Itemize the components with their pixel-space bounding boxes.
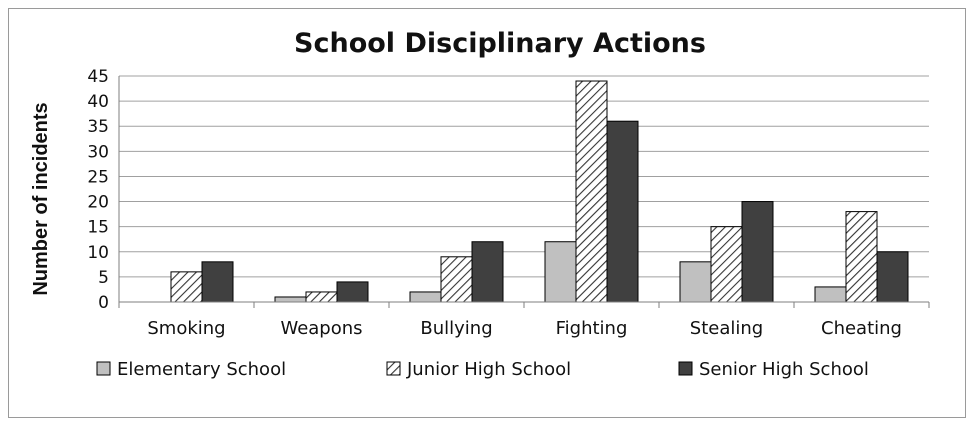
y-tick-label: 20 [87,193,109,213]
y-tick-label: 45 [87,67,109,87]
bar-weapons-elementary-school [274,296,307,303]
bar-fighting-senior-high-school [606,120,639,303]
gridlines [119,75,929,303]
category-label: Bullying [420,318,492,339]
bar-stealing-junior-high-school [710,226,743,303]
bar-cheating-elementary-school [814,286,847,303]
category-label: Fighting [556,318,628,339]
y-tick-label: 10 [87,243,109,263]
axes [118,76,930,308]
bar-stealing-elementary-school [679,261,712,303]
bars [170,80,909,303]
bar-fighting-junior-high-school [575,80,608,303]
legend-swatch [386,361,401,376]
bar-cheating-junior-high-school [845,211,878,303]
bar-bullying-elementary-school [409,291,442,303]
bar-weapons-junior-high-school [305,291,338,303]
chart-title: School Disciplinary Actions [294,28,706,59]
chart-svg: School Disciplinary Actions Number of in… [30,28,930,380]
bar-stealing-senior-high-school [741,201,774,303]
legend-label: Junior High School [406,359,571,380]
y-tick-label: 30 [87,142,109,162]
y-tick-label: 35 [87,117,109,137]
category-label: Weapons [280,318,362,339]
y-tick-label: 25 [87,167,109,187]
bar-bullying-senior-high-school [471,241,504,303]
category-label: Cheating [821,318,902,339]
bar-fighting-elementary-school [544,241,577,303]
y-tick-label: 40 [87,92,109,112]
y-tick-label: 5 [98,268,109,288]
legend-label: Elementary School [117,359,286,380]
y-tick-label: 0 [98,293,109,313]
legend-label: Senior High School [699,359,869,380]
legend: Elementary School Junior High School Senio… [96,359,869,380]
bar-smoking-senior-high-school [201,261,234,303]
legend-swatch [678,361,693,376]
category-label: Smoking [147,318,225,339]
bar-cheating-senior-high-school [876,251,909,303]
y-tick-labels: 0 5 10 15 20 25 30 35 40 45 [87,67,109,313]
y-axis-label: Number of incidents [30,102,52,295]
bar-smoking-junior-high-school [170,271,203,303]
bar-bullying-junior-high-school [440,256,473,303]
category-label: Stealing [690,318,763,339]
category-labels: Smoking Weapons Bullying Fighting Stealing Ch… [147,318,902,339]
bar-weapons-senior-high-school [336,281,369,303]
chart-frame: School Disciplinary Actions Number of in… [8,8,966,418]
y-tick-label: 15 [87,218,109,238]
legend-swatch [96,361,111,376]
